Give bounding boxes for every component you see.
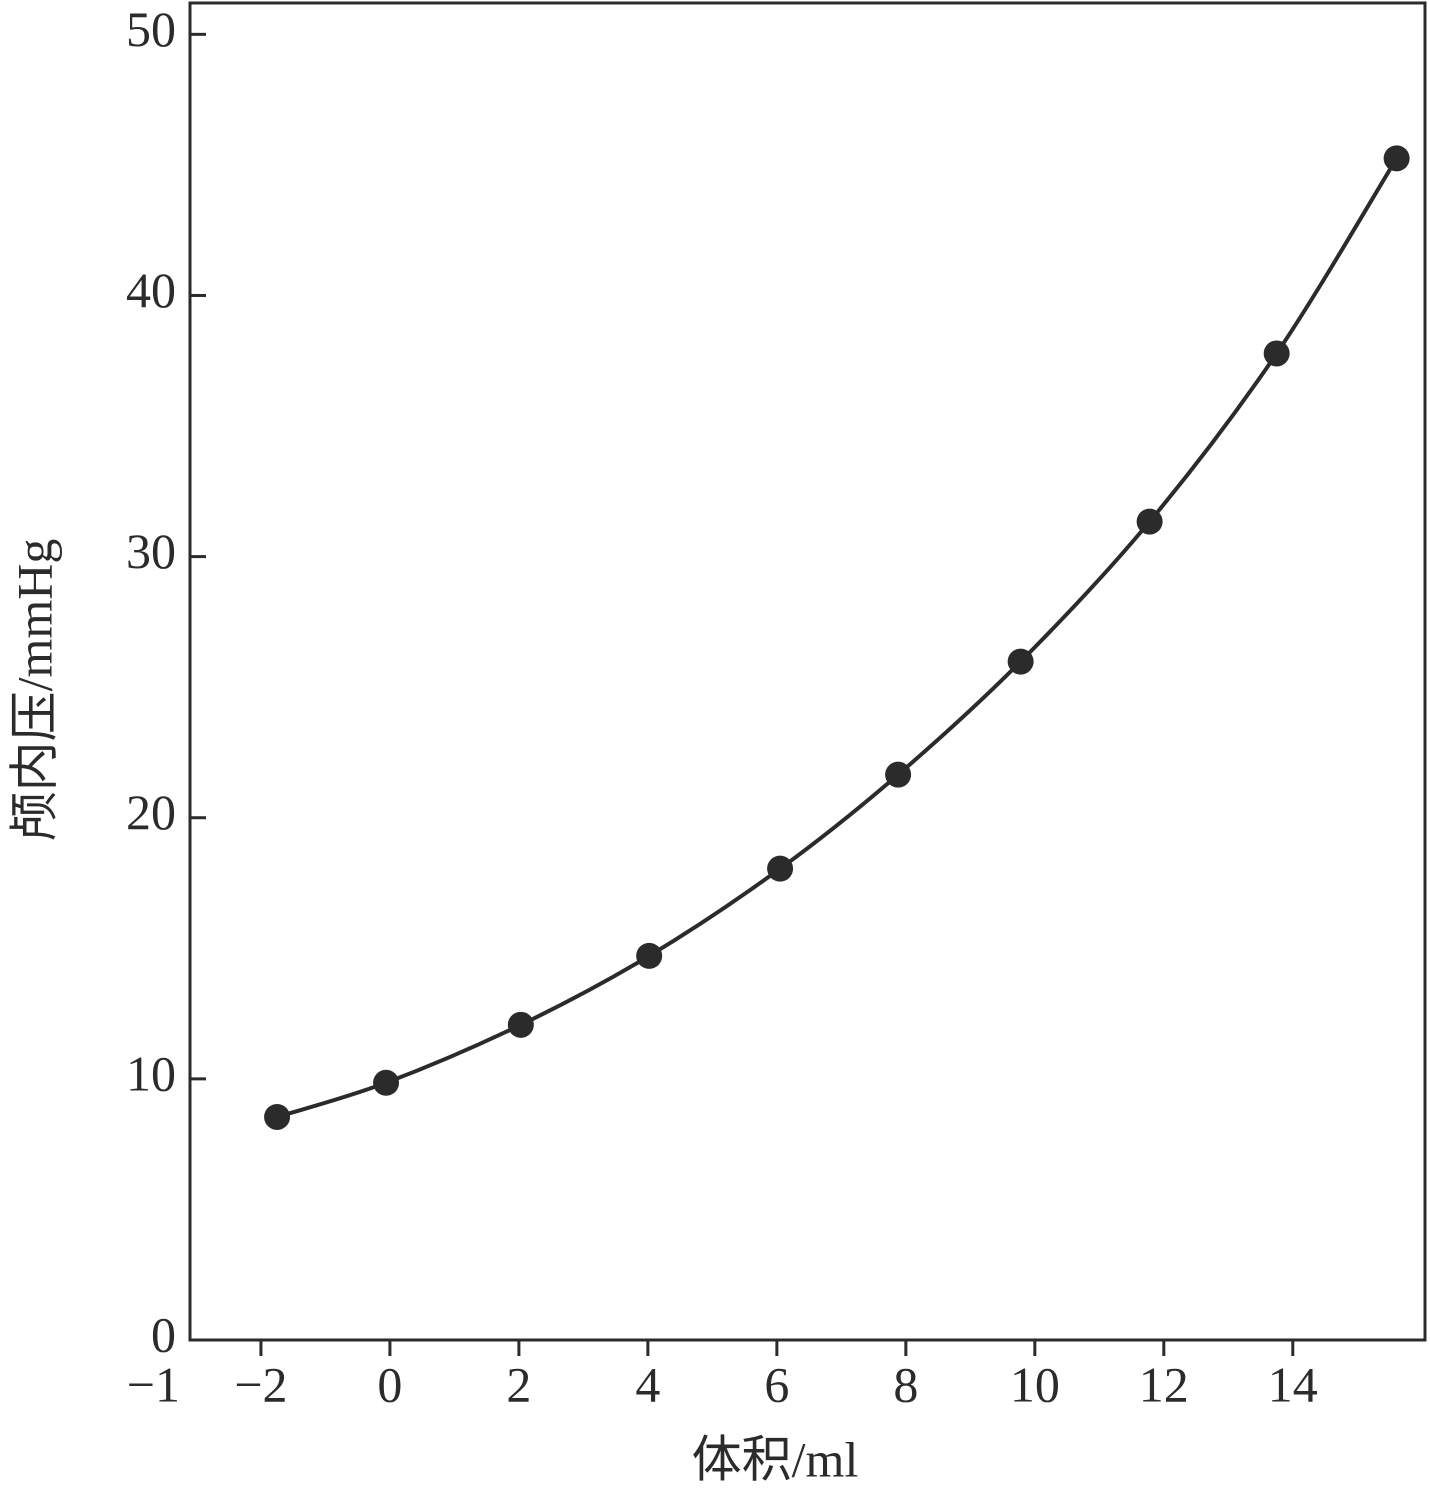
x-tick-label: 14 (1268, 1356, 1318, 1412)
x-tick-label: 4 (635, 1356, 660, 1412)
x-tick-label: 6 (764, 1356, 789, 1412)
point (885, 761, 912, 788)
y-tick-label: 10 (126, 1045, 176, 1101)
y-tick-label: 20 (126, 784, 176, 840)
x-axis-label: 体积/ml (692, 1431, 859, 1487)
point (264, 1103, 291, 1130)
corner-label: −1 (127, 1356, 180, 1412)
point (1383, 145, 1410, 172)
point (767, 855, 794, 882)
plot-frame (188, 1, 1427, 1342)
line (276, 157, 1399, 1119)
point (373, 1069, 400, 1096)
x-tick-label: 8 (893, 1356, 918, 1412)
point (507, 1011, 534, 1038)
y-axis-label: 颅内压/mmHg (6, 539, 62, 842)
y-tick-label: 0 (151, 1306, 176, 1362)
y-tick-label: 40 (126, 262, 176, 318)
point (1263, 340, 1290, 367)
y-tick-label: 50 (126, 1, 176, 57)
x-tick-label: 2 (506, 1356, 531, 1412)
x-tick-label: 0 (377, 1356, 402, 1412)
x-tick-label: 10 (1010, 1356, 1060, 1412)
point (1007, 648, 1034, 675)
x-tick-label: 12 (1139, 1356, 1189, 1412)
x-tick-label: −2 (234, 1356, 287, 1412)
point (1136, 508, 1163, 535)
y-tick-label: 30 (126, 523, 176, 579)
point (636, 942, 663, 969)
